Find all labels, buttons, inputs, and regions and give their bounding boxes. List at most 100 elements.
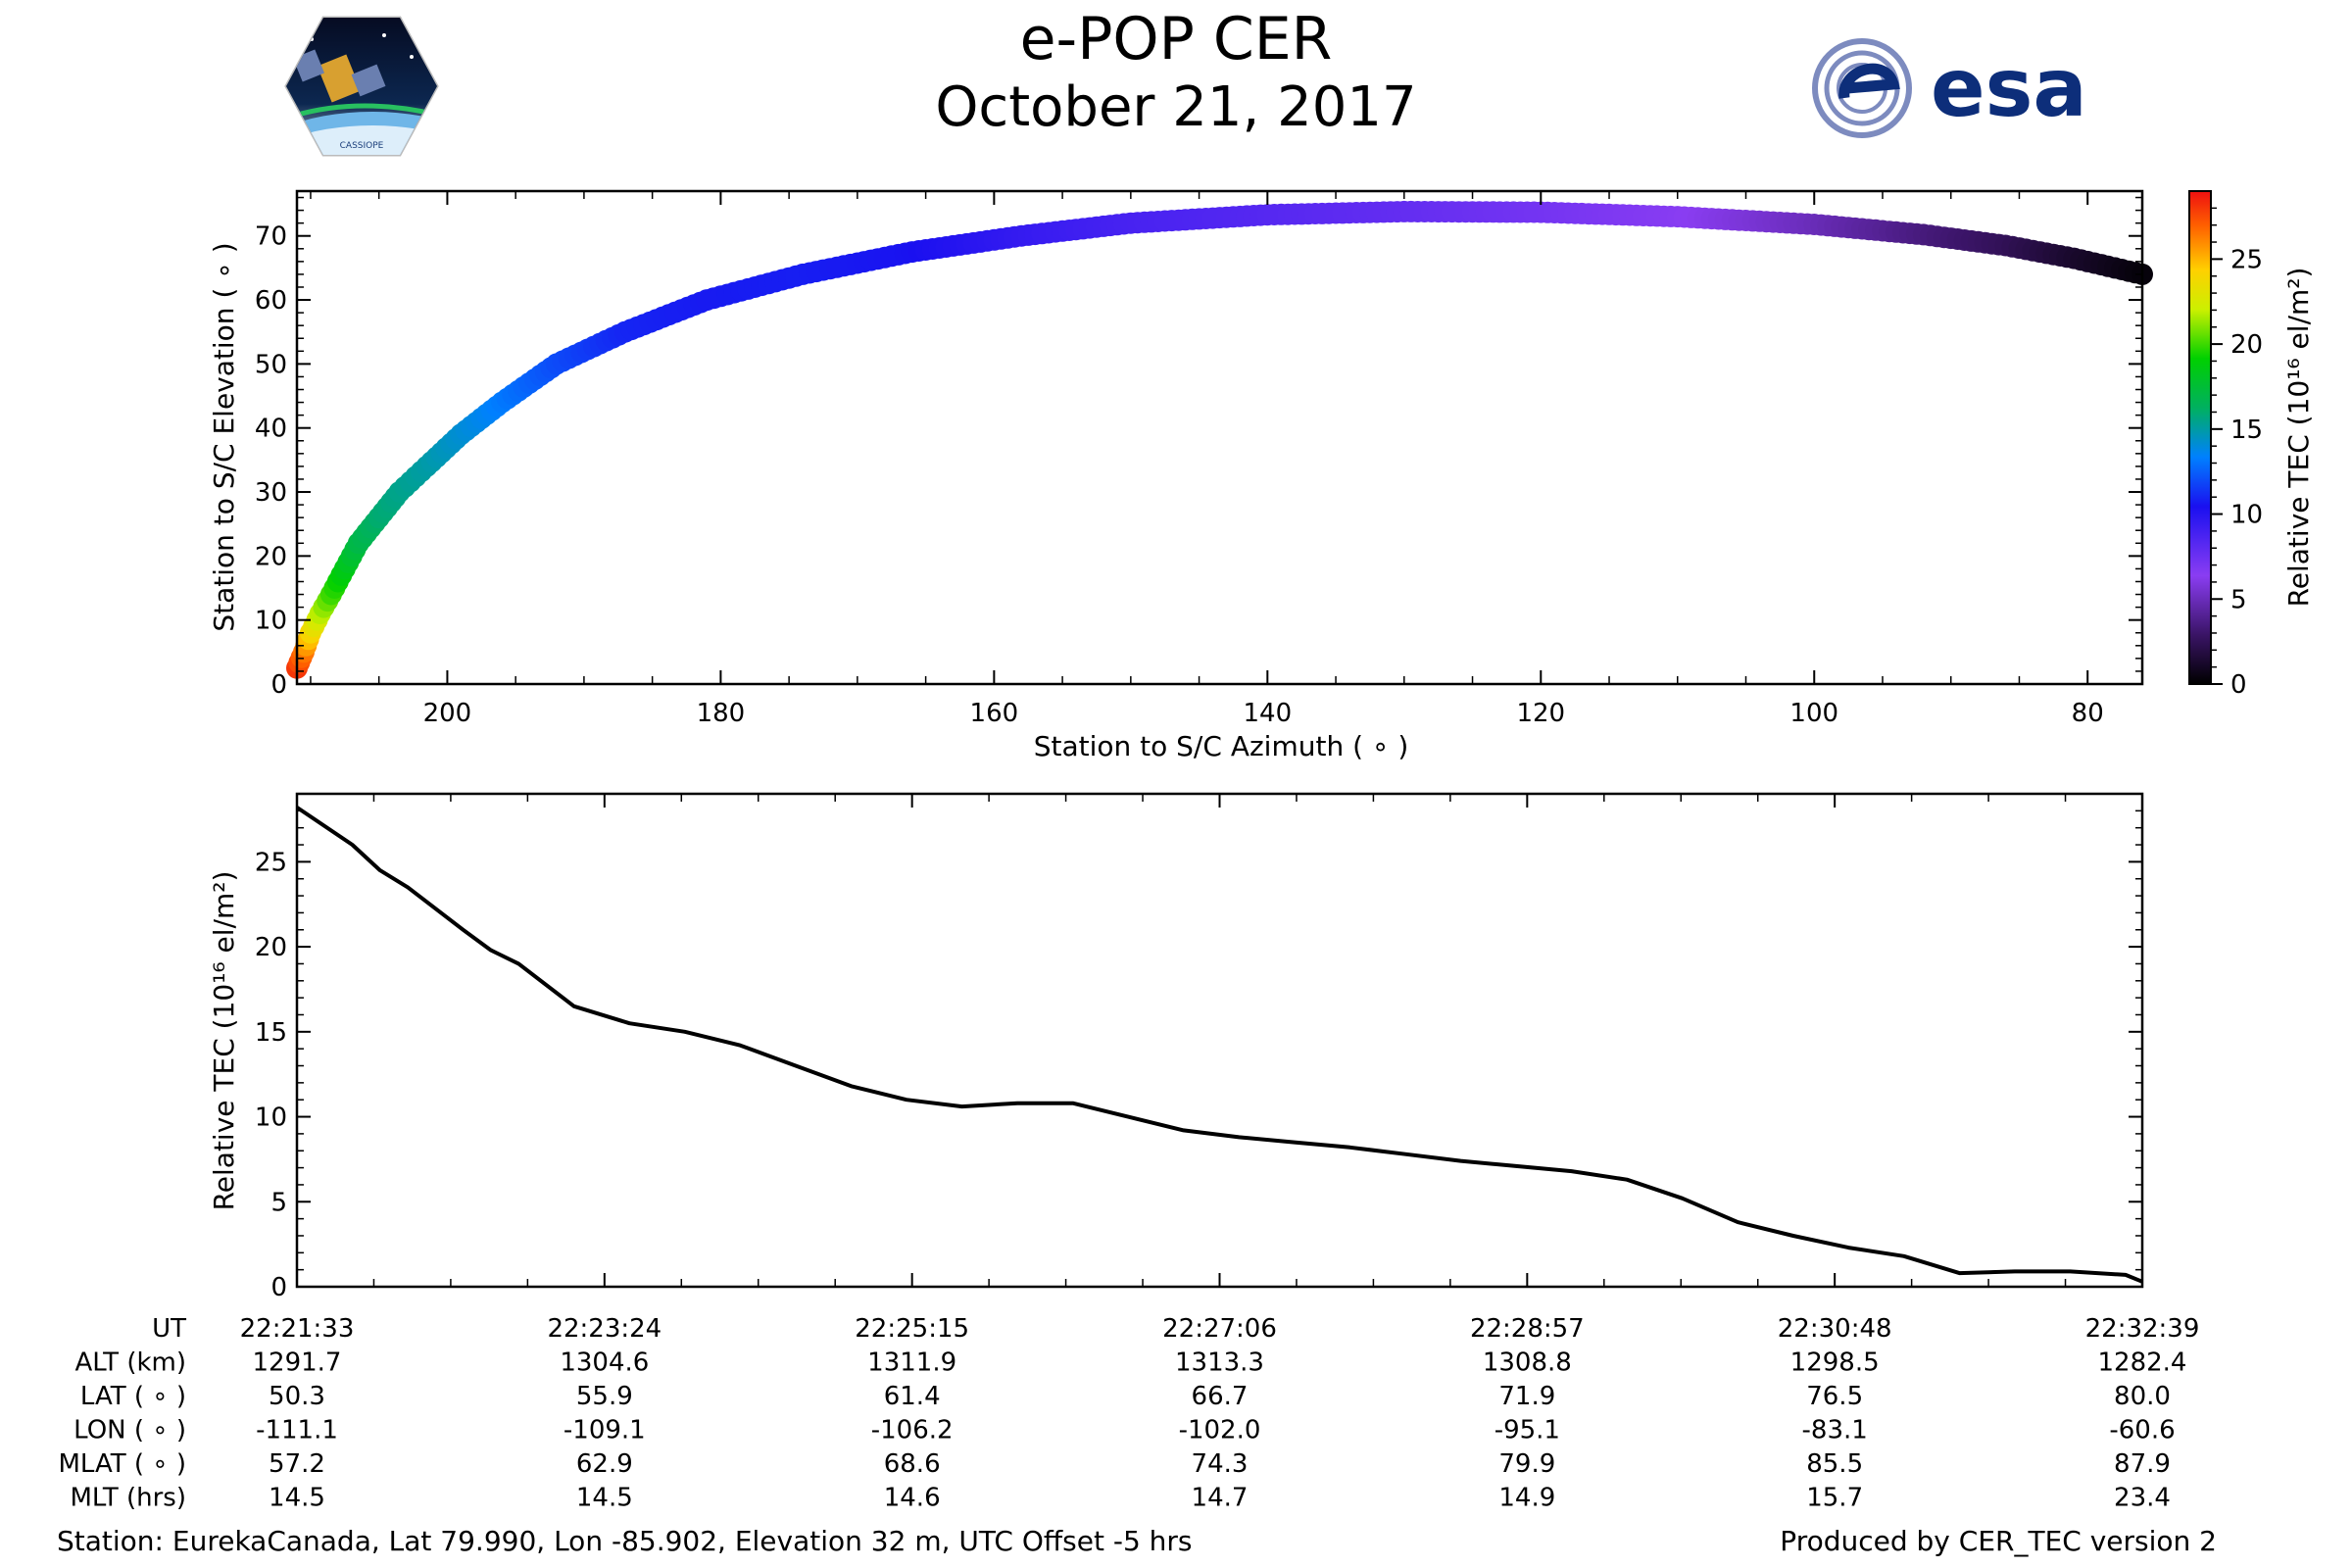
colorbar: 0 5 10 15 20 25 Relative TEC (10¹⁶ el/m²): [2188, 190, 2315, 700]
colorbar-label: Relative TEC (10¹⁶ el/m²): [2282, 268, 2315, 608]
info-cell: 61.4: [884, 1382, 941, 1411]
top-y-axis-label: Station to S/C Elevation ( ∘ ): [208, 242, 240, 631]
colorbar-tick-label: 15: [2230, 416, 2263, 445]
time-tick-label: 22:21:33: [240, 1314, 355, 1344]
bottom-y-tick-label: 0: [270, 1273, 287, 1302]
time-tick-label: 22:30:48: [1778, 1314, 1892, 1344]
top-x-tick-label: 180: [697, 699, 746, 728]
info-cell: 15.7: [1806, 1484, 1863, 1513]
info-cell: 1308.8: [1483, 1348, 1572, 1378]
info-cell: 14.5: [269, 1484, 325, 1513]
producer-info: Produced by CER_TEC version 2: [1780, 1525, 2217, 1557]
colorbar-tick-label: 25: [2230, 245, 2263, 274]
time-tick-label: 22:28:57: [1470, 1314, 1585, 1344]
orbit-info-table: UT 22:21:33 22:23:24 22:25:15 22:27:06 22:28:…: [58, 1314, 2199, 1513]
info-cell: 79.9: [1498, 1449, 1555, 1479]
info-cell: 85.5: [1806, 1449, 1863, 1479]
info-cell: 1291.7: [253, 1348, 342, 1378]
info-row-label: MLAT ( ∘ ): [58, 1449, 186, 1479]
top-y-tick-label: 30: [255, 478, 287, 508]
info-cell: 1311.9: [867, 1348, 956, 1378]
top-x-tick-label: 120: [1516, 699, 1565, 728]
bottom-y-tick-label: 5: [270, 1188, 287, 1217]
cassiope-logo: CASSIOPE: [284, 16, 439, 157]
info-row-label: MLT (hrs): [71, 1484, 187, 1513]
info-cell: 23.4: [2114, 1484, 2171, 1513]
bottom-y-tick-label: 10: [255, 1103, 287, 1133]
info-row-label: ALT (km): [74, 1348, 186, 1378]
bottom-y-tick-label: 25: [255, 848, 287, 877]
colorbar-tick-label: 0: [2230, 670, 2247, 700]
info-cell: 1313.3: [1175, 1348, 1264, 1378]
elevation-azimuth-chart: 200 180 160 140 120 100 80 0 10 20 30 40 50 60 70 Stat…: [208, 189, 2153, 762]
info-cell: 14.5: [576, 1484, 633, 1513]
top-y-tick-label: 50: [255, 350, 287, 379]
time-tick-label: 22:27:06: [1162, 1314, 1277, 1344]
info-cell: 71.9: [1498, 1382, 1555, 1411]
info-cell: 1304.6: [560, 1348, 649, 1378]
logo-right-text: esa: [1931, 42, 2087, 135]
colorbar-tick-label: 5: [2230, 585, 2247, 614]
info-cell: 74.3: [1192, 1449, 1249, 1479]
elevation-azimuth-points: [286, 200, 2153, 679]
info-cell: 68.6: [884, 1449, 941, 1479]
logo-left-text: CASSIOPE: [340, 141, 384, 151]
info-cell: -111.1: [256, 1416, 338, 1446]
tec-time-chart: 0 5 10 15 20 25 Relative TEC (10¹⁶ el/m²): [208, 792, 2144, 1302]
top-x-tick-label: 100: [1789, 699, 1838, 728]
info-row-label: LON ( ∘ ): [74, 1416, 186, 1446]
info-cell: 1282.4: [2098, 1348, 2187, 1378]
top-y-tick-label: 20: [255, 542, 287, 571]
info-row-label: UT: [152, 1314, 186, 1344]
info-cell: 57.2: [269, 1449, 325, 1479]
info-cell: 55.9: [576, 1382, 633, 1411]
top-y-tick-label: 70: [255, 222, 287, 252]
top-y-tick-label: 10: [255, 607, 287, 636]
info-cell: 14.9: [1498, 1484, 1555, 1513]
info-cell: -83.1: [1802, 1416, 1868, 1446]
colorbar-gradient: [2188, 190, 2212, 685]
info-cell: 80.0: [2114, 1382, 2171, 1411]
info-cell: 87.9: [2114, 1449, 2171, 1479]
bottom-axes: 0 5 10 15 20 25: [255, 794, 2143, 1302]
info-cell: -95.1: [1494, 1416, 1560, 1446]
top-y-tick-label: 60: [255, 286, 287, 316]
top-x-tick-label: 200: [423, 699, 472, 728]
time-tick-label: 22:25:15: [855, 1314, 969, 1344]
info-cell: 66.7: [1192, 1382, 1249, 1411]
colorbar-ticks: 0 5 10 15 20 25: [2211, 207, 2263, 700]
bottom-y-tick-label: 15: [255, 1018, 287, 1048]
info-cell: 50.3: [269, 1382, 325, 1411]
esa-logo: esa: [1812, 38, 2087, 138]
chart-title: e-POP CER: [1019, 5, 1333, 74]
top-x-tick-label: 80: [2072, 699, 2104, 728]
info-cell: -102.0: [1179, 1416, 1261, 1446]
top-y-tick-label: 40: [255, 415, 287, 444]
top-x-tick-label: 160: [970, 699, 1019, 728]
info-row-label: LAT ( ∘ ): [80, 1382, 186, 1411]
colorbar-tick-label: 20: [2230, 330, 2263, 360]
info-cell: 1298.5: [1790, 1348, 1880, 1378]
info-cell: 14.7: [1192, 1484, 1249, 1513]
top-x-axis-label: Station to S/C Azimuth ( ∘ ): [1034, 730, 1409, 762]
top-axes: 200 180 160 140 120 100 80 0 10 20 30 40 50 60 70: [255, 191, 2142, 728]
info-cell: -109.1: [564, 1416, 646, 1446]
top-y-tick-label: 0: [270, 670, 287, 700]
station-info: Station: EurekaCanada, Lat 79.990, Lon -…: [57, 1525, 1193, 1557]
chart-date: October 21, 2017: [935, 75, 1417, 139]
bottom-y-tick-label: 20: [255, 933, 287, 962]
time-tick-label: 22:23:24: [547, 1314, 662, 1344]
info-cell: 62.9: [576, 1449, 633, 1479]
bottom-y-axis-label: Relative TEC (10¹⁶ el/m²): [208, 871, 240, 1211]
info-cell: 76.5: [1806, 1382, 1863, 1411]
time-tick-label: 22:32:39: [2085, 1314, 2200, 1344]
top-plot-frame: [295, 189, 2144, 686]
info-cell: -106.2: [871, 1416, 954, 1446]
info-cell: -60.6: [2109, 1416, 2175, 1446]
colorbar-tick-label: 10: [2230, 501, 2263, 530]
bottom-plot-frame: [295, 792, 2144, 1289]
info-cell: 14.6: [884, 1484, 941, 1513]
tec-series-line: [295, 806, 2143, 1284]
top-x-tick-label: 140: [1243, 699, 1292, 728]
